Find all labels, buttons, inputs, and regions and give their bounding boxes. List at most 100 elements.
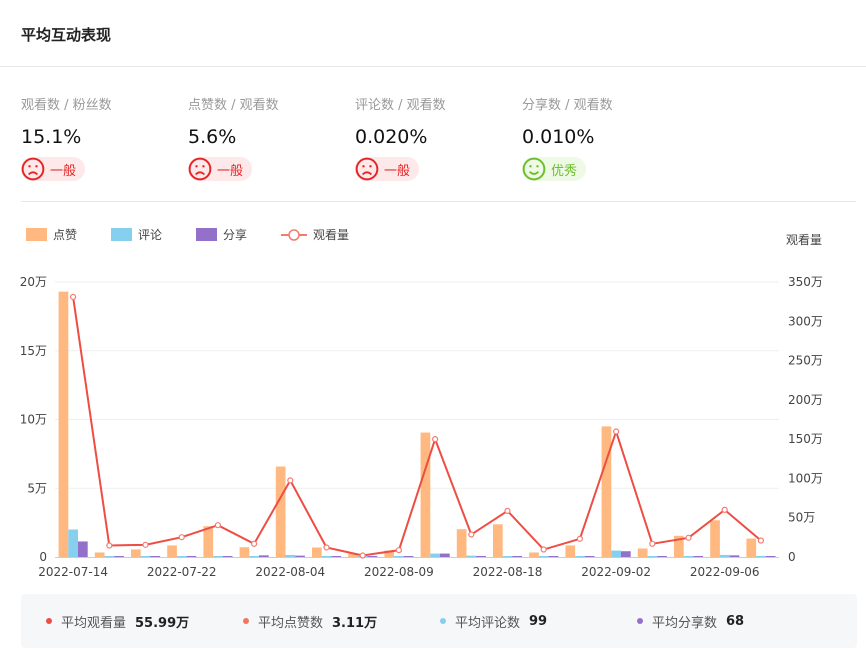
- views-point: [287, 477, 294, 484]
- views-point: [612, 428, 620, 435]
- metric-value: 0.020%: [355, 126, 428, 148]
- left-tick-label: 5万: [27, 481, 47, 495]
- bar-shares: [186, 556, 197, 557]
- rating-badge: 优秀: [522, 157, 587, 181]
- x-tick-label: 2022-08-04: [255, 565, 325, 579]
- bar-likes: [710, 520, 720, 557]
- bar-likes: [601, 426, 612, 557]
- bar-likes: [529, 552, 539, 557]
- summary-item: 平均点赞数 3.11万: [243, 612, 377, 631]
- bar-likes: [420, 432, 431, 557]
- divider: [21, 201, 856, 202]
- engagement-chart: 0 5万 10万 15万 20万 0 50万 100万 150万 200万 250万 300万 350万…: [20, 275, 823, 579]
- sad-face-icon: [188, 157, 212, 181]
- legend-item-comments[interactable]: 评论: [111, 226, 162, 243]
- summary-value: 55.99万: [135, 615, 190, 631]
- summary-label: 平均分享数: [652, 615, 718, 631]
- views-point: [721, 506, 728, 513]
- dot-icon: [637, 618, 643, 624]
- summary-item: 平均分享数 68: [637, 612, 744, 631]
- left-tick-label: 0: [39, 550, 47, 564]
- bar-likes: [384, 550, 395, 557]
- views-point: [685, 534, 692, 541]
- legend-item-shares[interactable]: 分享: [196, 226, 247, 243]
- right-tick-label: 300万: [788, 314, 823, 328]
- bar-comments: [683, 556, 694, 557]
- legend-label: 点赞: [53, 228, 78, 242]
- bar-shares: [331, 556, 342, 557]
- right-axis-label: 观看量: [786, 233, 823, 247]
- sad-face-icon: [355, 157, 379, 181]
- right-tick-label: 0: [788, 550, 796, 564]
- right-tick-label: 50万: [788, 511, 815, 525]
- summary-label: 平均观看量: [61, 615, 127, 631]
- views-point: [69, 293, 77, 301]
- bar-comments: [430, 553, 440, 557]
- section-title: 平均互动表现: [21, 26, 112, 44]
- views-point: [323, 544, 330, 551]
- bar-comments: [321, 556, 332, 557]
- views-point: [468, 531, 475, 538]
- bar-likes: [637, 548, 648, 557]
- x-tick-label: 2022-08-09: [364, 565, 434, 579]
- rating-text: 一般: [217, 163, 244, 179]
- bar-shares: [259, 555, 269, 557]
- metric-card: 点赞数 / 观看数 5.6% 一般: [188, 94, 279, 185]
- bar-comments: [140, 556, 151, 557]
- views-point: [576, 535, 584, 542]
- bar-comments: [249, 556, 259, 557]
- legend-item-likes[interactable]: 点赞: [26, 226, 77, 243]
- bar-likes: [565, 545, 576, 557]
- bar-shares: [78, 541, 88, 557]
- bar-comments: [213, 556, 223, 557]
- bar-comments: [647, 556, 658, 557]
- x-tick-label: 2022-09-06: [690, 565, 760, 579]
- legend-label: 观看量: [313, 228, 350, 242]
- bar-likes: [746, 538, 757, 557]
- bar-shares: [512, 556, 523, 557]
- summary-label: 平均点赞数: [258, 615, 324, 631]
- bar-likes: [239, 547, 250, 557]
- bar-shares: [440, 553, 450, 557]
- bar-comments: [719, 554, 730, 557]
- bar-shares: [657, 556, 667, 557]
- bar-likes: [456, 529, 467, 557]
- dot-icon: [440, 618, 446, 624]
- bar-comments: [104, 556, 115, 557]
- dot-icon: [46, 618, 52, 624]
- divider: [0, 66, 866, 67]
- left-tick-label: 15万: [20, 344, 47, 358]
- sad-face-icon: [21, 157, 45, 181]
- bar-likes: [348, 553, 358, 557]
- legend-item-views[interactable]: 观看量: [281, 226, 349, 243]
- right-tick-label: 350万: [788, 275, 823, 289]
- summary-value: 3.11万: [332, 615, 378, 631]
- views-point: [395, 547, 402, 554]
- legend-swatch: [196, 228, 218, 241]
- bar-comments: [68, 529, 78, 557]
- bar-likes: [94, 552, 105, 557]
- bar-shares: [367, 556, 378, 557]
- bar-comments: [756, 555, 766, 557]
- x-tick-label: 2022-09-02: [581, 565, 651, 579]
- bar-shares: [693, 556, 704, 557]
- bar-shares: [222, 556, 233, 557]
- left-tick-label: 10万: [20, 413, 47, 427]
- bar-likes: [131, 549, 141, 557]
- bar-shares: [765, 556, 776, 557]
- metric-label: 观看数 / 粉丝数: [21, 98, 112, 113]
- bar-likes: [167, 545, 177, 557]
- smile-face-icon: [522, 157, 546, 181]
- bar-shares: [403, 556, 414, 557]
- views-point: [504, 507, 511, 514]
- legend-swatch: [26, 228, 47, 241]
- legend-swatch: [111, 228, 133, 241]
- views-point: [142, 541, 149, 548]
- bar-shares: [114, 556, 124, 557]
- views-point: [359, 552, 366, 559]
- views-point: [251, 540, 258, 547]
- views-point: [214, 522, 221, 529]
- metric-value: 5.6%: [188, 126, 237, 148]
- metric-card: 观看数 / 粉丝数 15.1% 一般: [21, 94, 112, 185]
- views-point: [106, 542, 113, 549]
